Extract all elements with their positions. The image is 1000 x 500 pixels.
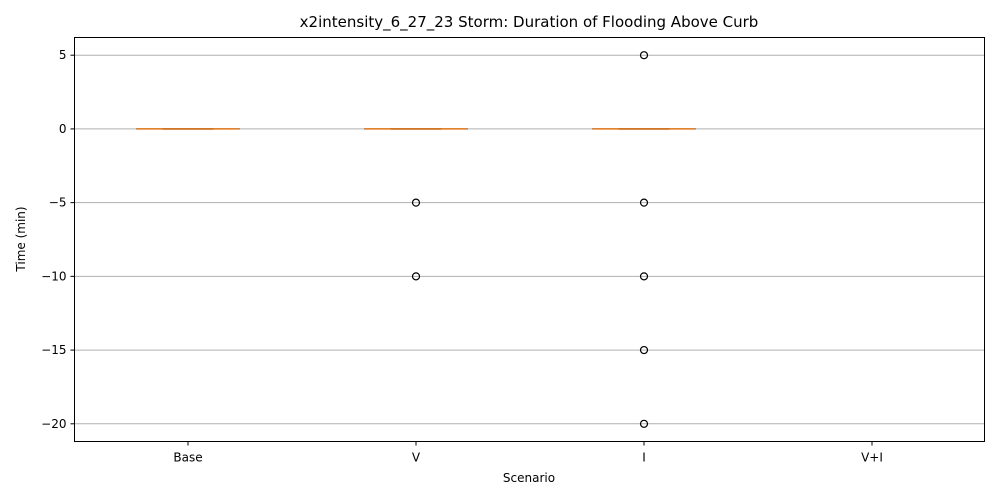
- x-axis-ticks: Base V I V+I: [173, 441, 883, 465]
- outlier-point: [639, 345, 649, 355]
- outlier-point: [639, 272, 649, 281]
- outlier-point: [411, 272, 421, 281]
- y-tick-label: −15: [41, 343, 66, 357]
- outlier-points: [411, 51, 649, 428]
- outlier-point: [639, 198, 649, 207]
- y-tick-label: −20: [41, 417, 66, 431]
- x-tick-label: I: [642, 451, 646, 465]
- chart-title: x2intensity_6_27_23 Storm: Duration of F…: [300, 13, 759, 32]
- grid-lines: [74, 54, 985, 425]
- outlier-point: [411, 198, 421, 207]
- plot-area-frame: [74, 37, 985, 442]
- y-tick-label: 5: [59, 48, 67, 62]
- outlier-point: [639, 51, 649, 60]
- y-axis-label: Time (min): [14, 206, 28, 272]
- x-tick-label: Base: [173, 451, 202, 465]
- y-tick-label: −5: [49, 196, 67, 210]
- outlier-point: [639, 419, 649, 428]
- y-axis-ticks: 5 0 −5 −10 −15 −20: [41, 48, 75, 431]
- x-tick-label: V: [412, 451, 421, 465]
- y-tick-label: −10: [41, 269, 66, 283]
- x-tick-label: V+I: [861, 451, 883, 465]
- x-axis-label: Scenario: [503, 471, 555, 485]
- y-tick-label: 0: [59, 122, 67, 136]
